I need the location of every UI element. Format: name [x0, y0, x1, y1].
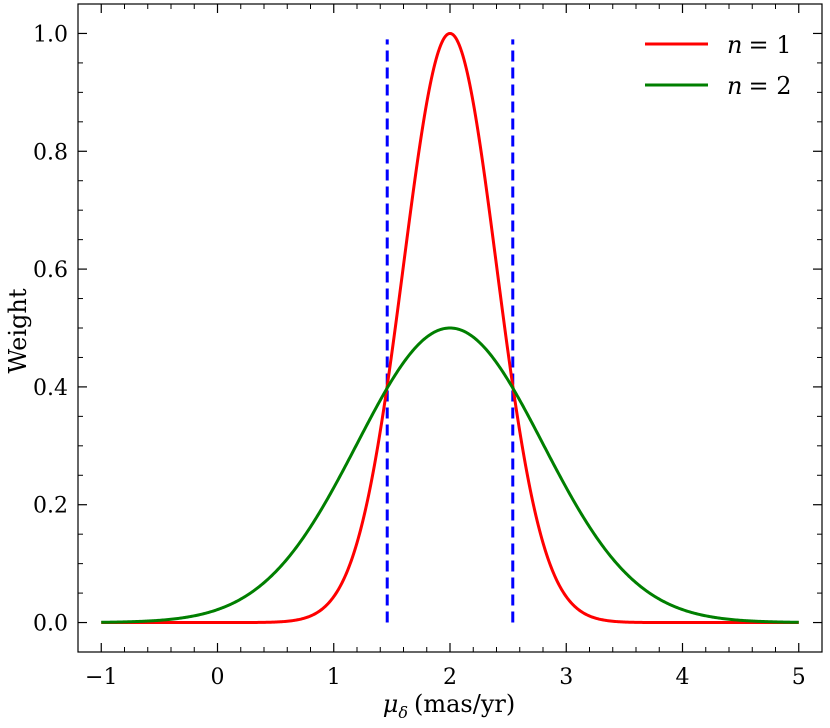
x-tick-label: 2	[443, 665, 457, 690]
y-tick-label: 0.4	[33, 376, 68, 401]
legend-label-n2: n = 2	[727, 72, 791, 100]
x-tick-label: 1	[327, 665, 341, 690]
tick-labels: −1 0 1 2 3 4 5 0.0 0.2 0.4 0.6 0.8 1.0	[33, 22, 806, 690]
x-tick-label: 5	[792, 665, 806, 690]
x-tick-label: 0	[211, 665, 225, 690]
series-line-1	[100, 31, 800, 625]
y-tick-label: 1.0	[33, 22, 68, 47]
x-tick-label: 3	[559, 665, 573, 690]
series-line-2	[100, 326, 800, 624]
reference-lines	[385, 39, 515, 623]
legend-label-n1: n = 1	[727, 31, 791, 59]
x-tick-label: 4	[676, 665, 690, 690]
y-tick-label: 0.8	[33, 140, 68, 165]
y-tick-label: 0.0	[33, 612, 68, 637]
y-tick-label: 0.2	[33, 494, 68, 519]
legend: n = 1 n = 2	[645, 31, 791, 100]
series-lines	[100, 31, 800, 625]
y-axis-label: Weight	[4, 288, 32, 373]
x-tick-label: −1	[85, 665, 117, 690]
axis-ticks	[77, 4, 823, 652]
x-axis-label: μδ (mas/yr)	[383, 690, 515, 722]
y-tick-label: 0.6	[33, 258, 68, 283]
